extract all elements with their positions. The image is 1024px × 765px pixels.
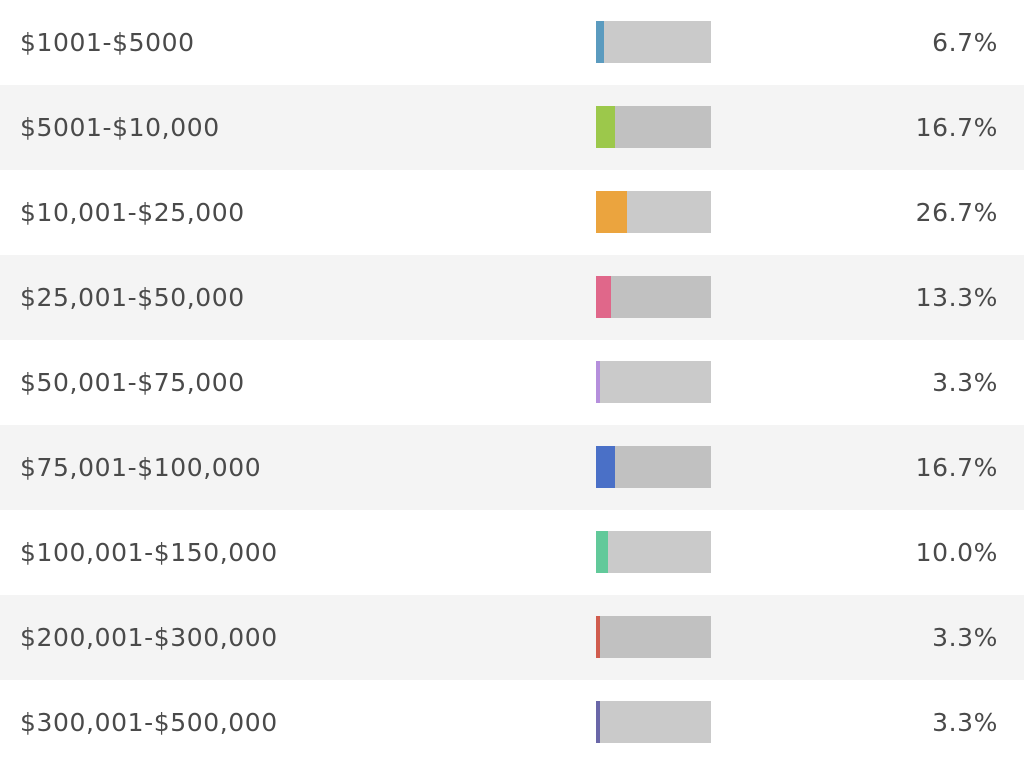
- percentage-label: 3.3%: [932, 708, 998, 737]
- bar-track: [596, 616, 711, 658]
- category-label: $50,001-$75,000: [20, 368, 245, 397]
- percentage-label: 16.7%: [915, 453, 998, 482]
- chart-row: $25,001-$50,000 13.3%: [0, 255, 1024, 340]
- chart-row: $1001-$5000 6.7%: [0, 0, 1024, 85]
- bar: [596, 276, 611, 318]
- category-label: $75,001-$100,000: [20, 453, 262, 482]
- percentage-label: 26.7%: [915, 198, 998, 227]
- bar: [596, 106, 615, 148]
- bar: [596, 531, 608, 573]
- percentage-label: 3.3%: [932, 368, 998, 397]
- chart-row: $300,001-$500,000 3.3%: [0, 680, 1024, 765]
- chart-row: $50,001-$75,000 3.3%: [0, 340, 1024, 425]
- chart-row: $200,001-$300,000 3.3%: [0, 595, 1024, 680]
- bar-track: [596, 701, 711, 743]
- bar-track: [596, 21, 711, 63]
- bar: [596, 446, 615, 488]
- percentage-label: 6.7%: [932, 28, 998, 57]
- category-label: $1001-$5000: [20, 28, 195, 57]
- chart-row: $75,001-$100,000 16.7%: [0, 425, 1024, 510]
- category-label: $100,001-$150,000: [20, 538, 278, 567]
- category-label: $200,001-$300,000: [20, 623, 278, 652]
- percentage-label: 13.3%: [915, 283, 998, 312]
- chart-row: $5001-$10,000 16.7%: [0, 85, 1024, 170]
- bar-track: [596, 276, 711, 318]
- chart-row: $100,001-$150,000 10.0%: [0, 510, 1024, 595]
- percentage-label: 16.7%: [915, 113, 998, 142]
- bar: [596, 616, 600, 658]
- category-label: $300,001-$500,000: [20, 708, 278, 737]
- bar-track: [596, 361, 711, 403]
- bar: [596, 361, 600, 403]
- bar-track: [596, 106, 711, 148]
- percentage-label: 10.0%: [915, 538, 998, 567]
- percentage-label: 3.3%: [932, 623, 998, 652]
- bar-track: [596, 446, 711, 488]
- category-label: $25,001-$50,000: [20, 283, 245, 312]
- bar-track: [596, 191, 711, 233]
- category-label: $5001-$10,000: [20, 113, 220, 142]
- bar: [596, 21, 604, 63]
- chart-row: $10,001-$25,000 26.7%: [0, 170, 1024, 255]
- bar: [596, 191, 627, 233]
- category-label: $10,001-$25,000: [20, 198, 245, 227]
- bar-track: [596, 531, 711, 573]
- bar: [596, 701, 600, 743]
